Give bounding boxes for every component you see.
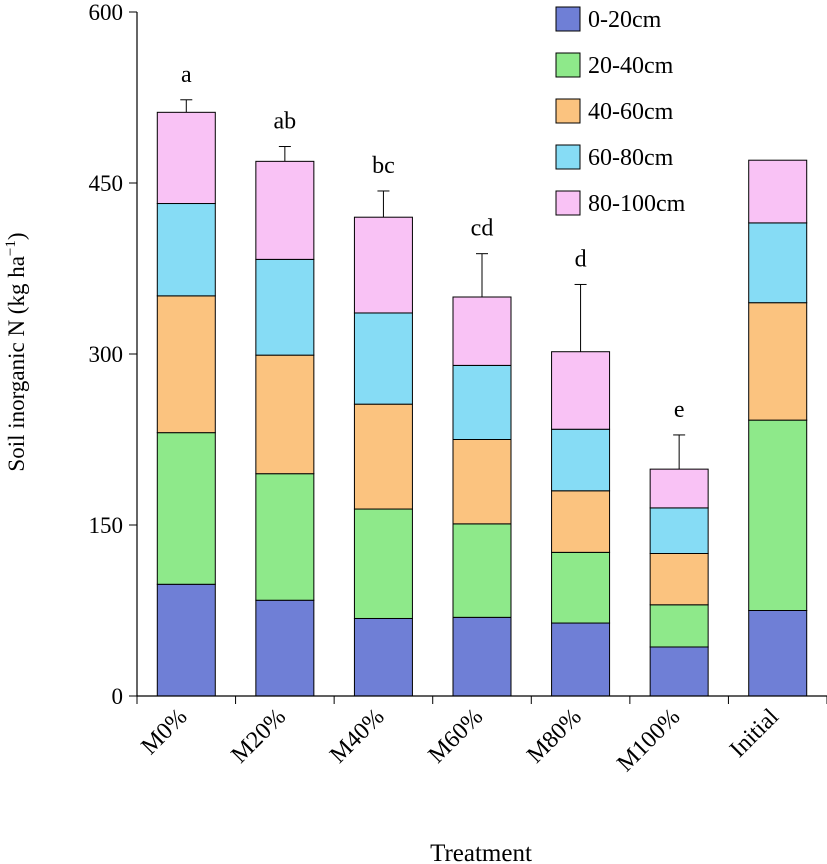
bar-segment-M40pct-80-100cm — [353, 216, 413, 314]
legend-swatch-0-20cm — [555, 6, 581, 32]
bar-segment-M0pct-40-60cm — [156, 295, 216, 434]
x-tick-label-Initial: Initial — [725, 704, 784, 763]
y-tick-label-0: 0 — [112, 684, 124, 709]
bar-segment-M100pct-60-80cm — [649, 507, 709, 554]
significance-letters-layer: a ab bc cd d e — [181, 62, 685, 423]
x-tick-label-M20%: M20% — [227, 704, 292, 769]
legend-label-60-80cm: 60-80cm — [588, 145, 674, 171]
legend-swatch-60-80cm — [555, 144, 581, 170]
legend: 0-20cm 20-40cm 40-60cm 60-80cm 80-100cm — [555, 6, 686, 217]
x-tick-label-M80%: M80% — [522, 704, 587, 769]
bar-segment-M20pct-20-40cm — [255, 473, 315, 601]
bar-segment-M80pct-80-100cm — [551, 351, 611, 430]
legend-label-20-40cm: 20-40cm — [588, 53, 674, 79]
legend-swatch-80-100cm — [555, 190, 581, 216]
x-axis-label: Treatment — [430, 840, 532, 864]
bar-segment-Initial-40-60cm — [748, 302, 808, 421]
bar-segment-M40pct-40-60cm — [353, 403, 413, 510]
significance-letter-M40%: bc — [372, 153, 395, 179]
bar-segment-M0pct-60-80cm — [156, 203, 216, 297]
legend-swatch-40-60cm — [555, 98, 581, 124]
bar-segment-M40pct-0-20cm — [353, 617, 413, 697]
bars-layer — [156, 111, 808, 697]
bar-segment-M60pct-60-80cm — [452, 364, 512, 440]
y-tick-label-150: 150 — [89, 513, 124, 538]
bar-segment-M80pct-20-40cm — [551, 551, 611, 624]
bar-segment-M20pct-40-60cm — [255, 354, 315, 475]
bar-segment-M80pct-40-60cm — [551, 490, 611, 553]
significance-letter-M100%: e — [674, 397, 685, 423]
legend-label-0-20cm: 0-20cm — [588, 7, 662, 33]
bar-segment-Initial-60-80cm — [748, 222, 808, 304]
bar-segment-Initial-20-40cm — [748, 419, 808, 611]
bar-segment-M60pct-40-60cm — [452, 439, 512, 525]
significance-letter-M60%: cd — [471, 216, 494, 242]
legend-swatch-20-40cm — [555, 52, 581, 78]
bar-segment-M40pct-60-80cm — [353, 312, 413, 405]
bar-segment-M40pct-20-40cm — [353, 508, 413, 619]
bar-segment-M100pct-20-40cm — [649, 604, 709, 648]
bar-segment-M20pct-80-100cm — [255, 160, 315, 260]
bar-segment-M60pct-0-20cm — [452, 616, 512, 697]
bar-segment-M80pct-60-80cm — [551, 428, 611, 492]
bar-segment-Initial-80-100cm — [748, 159, 808, 224]
bar-segment-Initial-0-20cm — [748, 610, 808, 697]
x-tick-label-M0%: M0% — [136, 704, 192, 760]
bar-segment-M0pct-80-100cm — [156, 111, 216, 205]
bar-segment-M20pct-60-80cm — [255, 258, 315, 356]
error-bars-layer — [180, 99, 686, 470]
bar-segment-M100pct-40-60cm — [649, 553, 709, 606]
x-tick-label-M100%: M100% — [612, 704, 685, 777]
y-tick-label-450: 450 — [89, 171, 124, 196]
significance-letter-M20%: ab — [274, 109, 297, 135]
bar-segment-M60pct-80-100cm — [452, 296, 512, 366]
y-axis-label: Soil inorganic N (kg ha−1) — [3, 232, 29, 471]
bar-segment-M20pct-0-20cm — [255, 599, 315, 697]
bar-segment-M0pct-20-40cm — [156, 432, 216, 585]
x-tick-label-M60%: M60% — [424, 704, 489, 769]
x-tick-label-M40%: M40% — [325, 704, 390, 769]
bar-segment-M80pct-0-20cm — [551, 622, 611, 697]
bar-segment-M100pct-80-100cm — [649, 468, 709, 509]
bar-segment-M60pct-20-40cm — [452, 523, 512, 618]
significance-letter-M0%: a — [181, 62, 192, 88]
bar-segment-M100pct-0-20cm — [649, 646, 709, 697]
legend-label-80-100cm: 80-100cm — [588, 191, 686, 217]
legend-label-40-60cm: 40-60cm — [588, 99, 674, 125]
y-tick-label-300: 300 — [89, 342, 124, 367]
y-tick-label-600: 600 — [89, 0, 124, 25]
significance-letter-M80%: d — [575, 246, 587, 272]
bar-segment-M0pct-0-20cm — [156, 583, 216, 697]
